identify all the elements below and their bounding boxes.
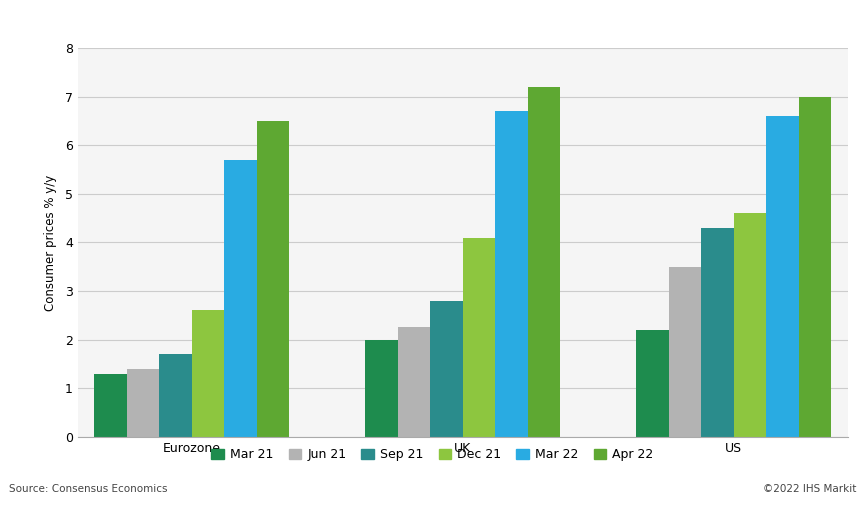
Y-axis label: Consumer prices % y/y: Consumer prices % y/y (43, 174, 56, 311)
Bar (192, 311, 224, 437)
Bar (799, 96, 831, 437)
Bar (159, 354, 192, 437)
Bar (702, 228, 734, 437)
Bar (398, 327, 430, 437)
Bar (496, 111, 528, 437)
Text: Chart 1: Revisions to consensus inflation forecasts for 2022: Chart 1: Revisions to consensus inflatio… (9, 14, 503, 29)
Bar (365, 339, 398, 437)
Bar (430, 300, 463, 437)
Bar (734, 213, 766, 437)
Bar (224, 160, 257, 437)
Bar (463, 237, 496, 437)
Text: Source: Consensus Economics: Source: Consensus Economics (9, 484, 167, 493)
Bar (94, 374, 126, 437)
Bar (126, 369, 159, 437)
Legend: Mar 21, Jun 21, Sep 21, Dec 21, Mar 22, Apr 22: Mar 21, Jun 21, Sep 21, Dec 21, Mar 22, … (211, 448, 654, 461)
Text: ©2022 IHS Markit: ©2022 IHS Markit (763, 484, 856, 493)
Bar (637, 330, 669, 437)
Bar (669, 267, 702, 437)
Bar (257, 121, 289, 437)
Bar (766, 116, 799, 437)
Bar (528, 87, 561, 437)
